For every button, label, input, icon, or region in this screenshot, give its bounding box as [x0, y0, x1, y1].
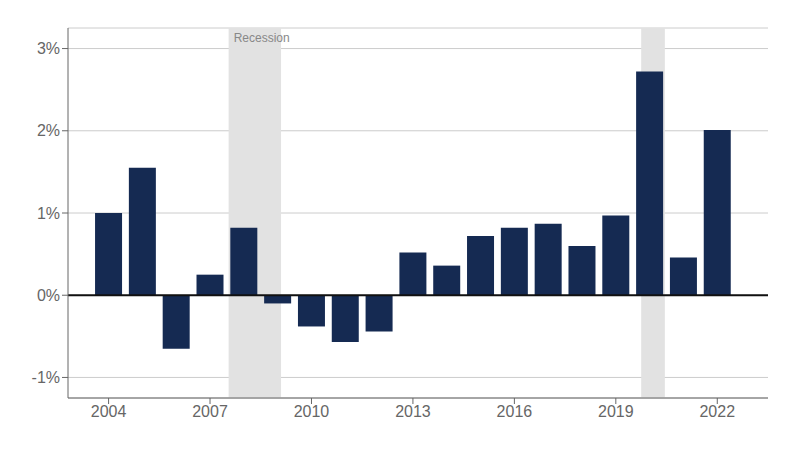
svg-text:Recession: Recession [234, 31, 290, 45]
svg-text:3%: 3% [37, 40, 60, 57]
svg-text:2%: 2% [37, 122, 60, 139]
svg-text:1%: 1% [37, 205, 60, 222]
svg-text:2010: 2010 [294, 403, 330, 420]
svg-text:-1%: -1% [32, 369, 60, 386]
svg-text:2016: 2016 [497, 403, 533, 420]
svg-text:2007: 2007 [192, 403, 228, 420]
svg-text:2019: 2019 [598, 403, 634, 420]
svg-text:2004: 2004 [91, 403, 127, 420]
svg-text:2013: 2013 [395, 403, 431, 420]
svg-text:2022: 2022 [699, 403, 735, 420]
svg-text:0%: 0% [37, 287, 60, 304]
